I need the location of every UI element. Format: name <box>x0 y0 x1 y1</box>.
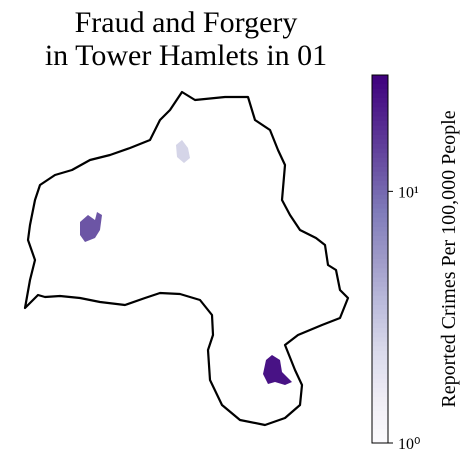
colorbar-segment <box>372 295 388 301</box>
colorbar-segment <box>372 162 388 168</box>
colorbar-segment <box>372 88 388 94</box>
colorbar-segment <box>372 378 388 384</box>
colorbar-segment <box>372 351 388 357</box>
colorbar-segment <box>372 415 388 421</box>
colorbar-segment <box>372 369 388 375</box>
colorbar-segment <box>372 277 388 283</box>
colorbar-segment <box>372 259 388 265</box>
region <box>80 212 102 242</box>
colorbar-segment <box>372 291 388 297</box>
colorbar-segment <box>372 167 388 173</box>
colorbar-segment <box>372 217 388 223</box>
colorbar-segment <box>372 323 388 329</box>
colorbar-segment <box>372 346 388 352</box>
colorbar-tick-label: 10¹ <box>398 184 419 201</box>
colorbar-segment <box>372 397 388 403</box>
colorbar-segment <box>372 438 388 444</box>
colorbar-segment <box>372 75 388 81</box>
colorbar-segment <box>372 341 388 347</box>
colorbar-segment <box>372 190 388 196</box>
colorbar-segment <box>372 213 388 219</box>
colorbar-segment <box>372 249 388 255</box>
colorbar-segment <box>372 433 388 439</box>
colorbar-segment <box>372 208 388 214</box>
colorbar-segment <box>372 383 388 389</box>
colorbar-segment <box>372 424 388 430</box>
colorbar-segment <box>372 286 388 292</box>
colorbar-segment <box>372 392 388 398</box>
colorbar-segment <box>372 305 388 311</box>
colorbar-tick-label: 10⁰ <box>398 436 420 453</box>
colorbar-segment <box>372 98 388 104</box>
colorbar-segment <box>372 240 388 246</box>
colorbar-segment <box>372 355 388 361</box>
colorbar-segment <box>372 111 388 117</box>
colorbar-segment <box>372 102 388 108</box>
colorbar-segment <box>372 153 388 159</box>
colorbar-segment <box>372 410 388 416</box>
colorbar-segment <box>372 134 388 140</box>
colorbar-segment <box>372 148 388 154</box>
colorbar-segment <box>372 157 388 163</box>
colorbar-segment <box>372 309 388 315</box>
colorbar-segment <box>372 116 388 122</box>
colorbar-segment <box>372 203 388 209</box>
colorbar-segment <box>372 328 388 334</box>
colorbar-segment <box>372 268 388 274</box>
colorbar-segment <box>372 337 388 343</box>
colorbar-segment <box>372 254 388 260</box>
colorbar-label: Reported Crimes Per 100,000 People <box>438 110 460 407</box>
colorbar-segment <box>372 387 388 393</box>
borough-outline <box>23 90 350 427</box>
colorbar-segment <box>372 360 388 366</box>
colorbar-segment <box>372 231 388 237</box>
colorbar-segment <box>372 429 388 435</box>
colorbar-segment <box>372 84 388 90</box>
colorbar-segment <box>372 79 388 85</box>
colorbar-segment <box>372 130 388 136</box>
colorbar-segment <box>372 282 388 288</box>
colorbar-segment <box>372 236 388 242</box>
colorbar-segment <box>372 222 388 228</box>
colorbar-segment <box>372 406 388 412</box>
region <box>176 140 190 163</box>
region <box>263 355 292 385</box>
colorbar-segment <box>372 332 388 338</box>
colorbar-segment <box>372 93 388 99</box>
colorbar-segment <box>372 226 388 232</box>
colorbar-segment <box>372 272 388 278</box>
colorbar: 10⁰ 10¹ <box>371 74 420 453</box>
colorbar-segment <box>372 194 388 200</box>
colorbar-segment <box>372 144 388 150</box>
colorbar-segment <box>372 364 388 370</box>
colorbar-segment <box>372 199 388 205</box>
colorbar-segment <box>372 401 388 407</box>
colorbar-segment <box>372 176 388 182</box>
colorbar-segment <box>372 300 388 306</box>
colorbar-segment <box>372 107 388 113</box>
colorbar-segment <box>372 125 388 131</box>
colorbar-segment <box>372 139 388 145</box>
colorbar-segment <box>372 420 388 426</box>
colorbar-segment <box>372 180 388 186</box>
colorbar-segment <box>372 171 388 177</box>
colorbar-segment <box>372 314 388 320</box>
colorbar-segment <box>372 374 388 380</box>
colorbar-segment <box>372 245 388 251</box>
colorbar-segment <box>372 318 388 324</box>
colorbar-segment <box>372 263 388 269</box>
chart-title: Fraud and Forgery in Tower Hamlets in 01 <box>45 6 327 72</box>
colorbar-segment <box>372 121 388 127</box>
colorbar-segment <box>372 185 388 191</box>
colorbar-frame <box>371 74 389 444</box>
